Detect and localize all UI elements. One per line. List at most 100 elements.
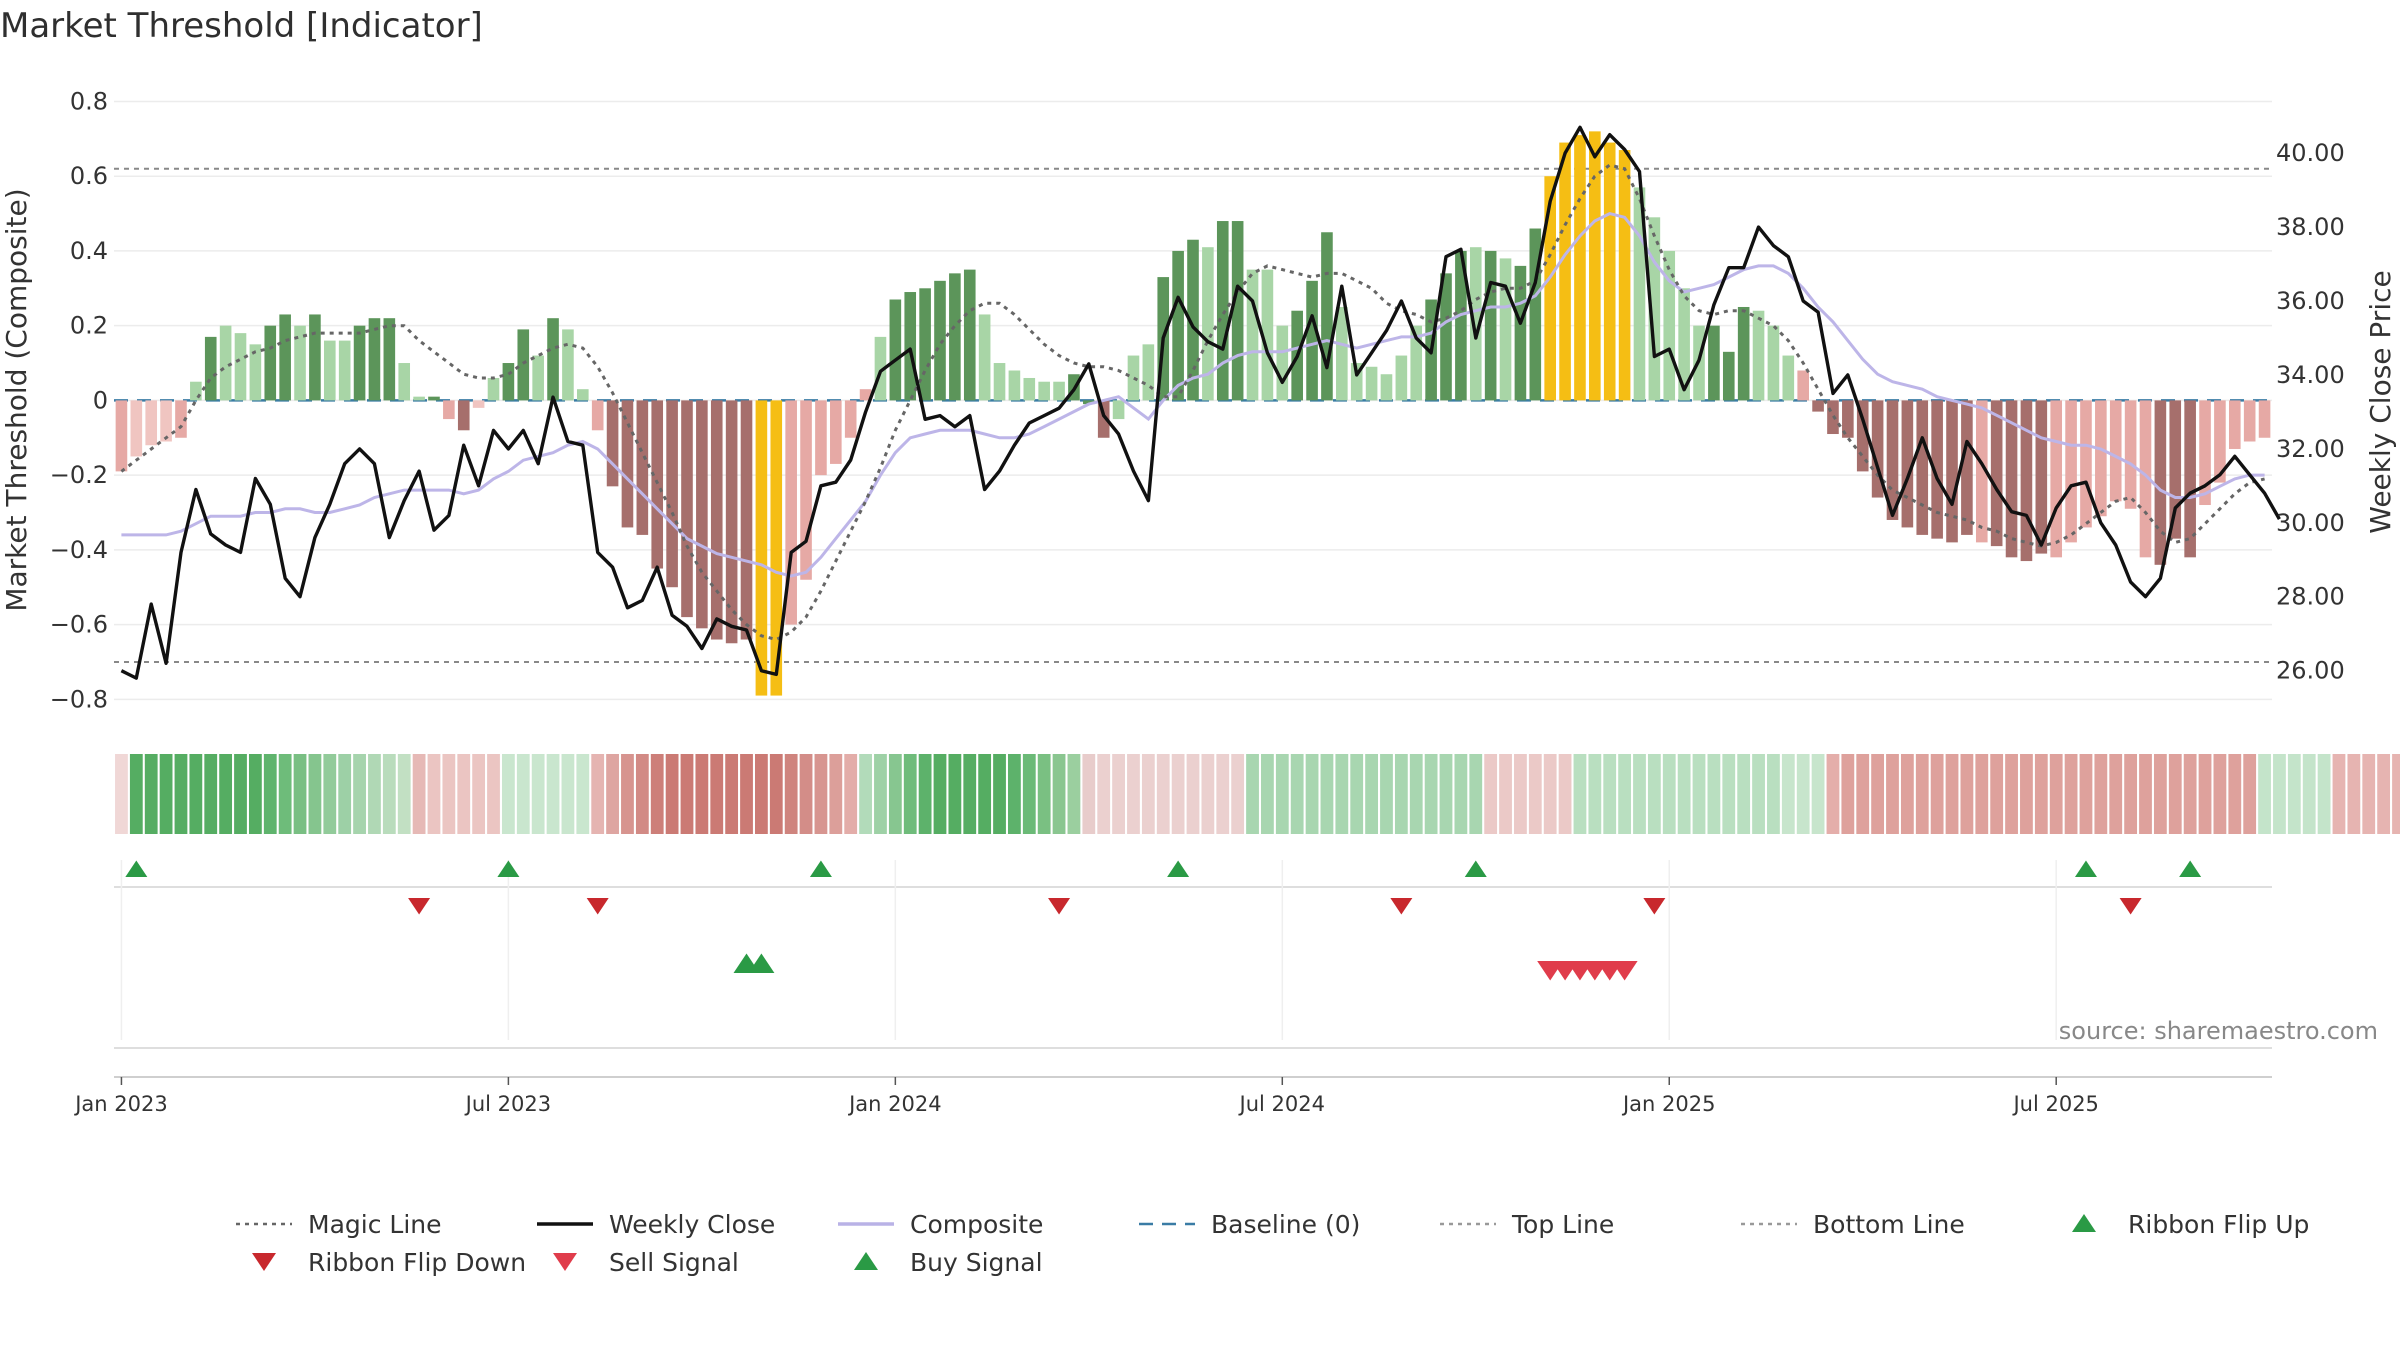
- ribbon-cell: [1171, 754, 1185, 834]
- ribbon-cell: [1975, 754, 1989, 834]
- legend-item-buy: Buy Signal: [854, 1248, 1043, 1277]
- ribbon-flip-down-marker: [2119, 898, 2142, 915]
- composite-bar: [1544, 176, 1556, 401]
- ribbon-cell: [219, 754, 233, 834]
- ribbon-cell: [263, 754, 277, 834]
- ribbon-cell: [993, 754, 1006, 834]
- ribbon-cell: [472, 754, 486, 834]
- composite-bar: [1975, 400, 1988, 543]
- ribbon-cell: [1573, 754, 1587, 834]
- composite-bar: [145, 400, 158, 446]
- ribbon-cell: [755, 754, 768, 834]
- right-axis-ticks: 40.00 38.00 36.00 34.00 32.00 30.00 28.00 26.00: [2276, 139, 2345, 685]
- composite-bar: [1440, 273, 1452, 401]
- composite-bar: [1529, 228, 1542, 401]
- ribbon-cell: [1915, 754, 1929, 834]
- composite-bar: [2095, 400, 2107, 517]
- ribbon-cell: [2243, 754, 2257, 834]
- ribbon-cell: [1290, 754, 1304, 834]
- legend-item-composite: Composite: [838, 1210, 1043, 1239]
- ribbon-cell: [308, 754, 322, 834]
- composite-bar: [1097, 400, 1110, 438]
- composite-bar: [1187, 239, 1199, 401]
- ribbon-cell: [1558, 754, 1572, 834]
- ribbon-cell: [412, 754, 426, 834]
- series-lines: [120, 125, 2281, 680]
- ribbon-cell: [1514, 754, 1527, 834]
- composite-bar: [696, 400, 708, 629]
- ribbon-cell: [2377, 754, 2391, 834]
- ribbon-cell: [293, 754, 307, 834]
- ribbon-cell: [2168, 754, 2182, 834]
- ribbon-flip-up-marker: [809, 860, 832, 877]
- ribbon-cell: [2362, 754, 2376, 834]
- composite-bar: [1663, 250, 1676, 401]
- ribbon-flip-down-marker: [408, 898, 431, 915]
- ribbon-cell: [2287, 754, 2301, 834]
- ribbon-cell: [2153, 754, 2167, 834]
- ribbon-cell: [1022, 754, 1036, 834]
- ribbon-cell: [561, 754, 575, 834]
- legend-marker-buy: [854, 1252, 878, 1270]
- composite-bar: [1083, 400, 1095, 405]
- composite-bar: [919, 288, 931, 401]
- ribbon-cell: [1037, 754, 1051, 834]
- ribbon-cell: [323, 754, 337, 834]
- ribbon-cell: [948, 754, 962, 834]
- legend-label-buy: Buy Signal: [910, 1248, 1043, 1277]
- ribbon-cell: [903, 754, 917, 834]
- composite-bar: [175, 400, 187, 438]
- ribbon-cell: [1246, 754, 1259, 834]
- composite-bar: [1990, 400, 2003, 547]
- composite-bar: [1023, 377, 1036, 401]
- composite-bar: [2080, 400, 2092, 528]
- composite-bar: [1797, 370, 1809, 401]
- ribbon-cell: [1856, 754, 1870, 834]
- ribbon-cell: [1275, 754, 1289, 834]
- x-tick-label: Jan 2025: [1621, 1092, 1716, 1116]
- ribbon-cell: [1603, 754, 1617, 834]
- ribbon-cell: [1320, 754, 1334, 834]
- ribbon-cell: [1469, 754, 1483, 834]
- legend-label-flipdown: Ribbon Flip Down: [308, 1248, 526, 1277]
- ribbon-cell: [353, 754, 366, 834]
- composite-bar: [1202, 247, 1214, 401]
- right-tick-label: 32.00: [2276, 435, 2345, 463]
- composite-bar: [1395, 355, 1408, 401]
- left-tick-label: −0.6: [50, 611, 108, 639]
- ribbon-cell: [189, 754, 203, 834]
- composite-bar: [2065, 400, 2077, 543]
- composite-bar: [562, 329, 574, 401]
- ribbon-cell: [1350, 754, 1364, 834]
- ribbon-cell: [1112, 754, 1125, 834]
- composite-bar: [1812, 400, 1824, 412]
- composite-bar: [1321, 232, 1333, 401]
- ribbon-cell: [2332, 754, 2346, 834]
- ribbon-cell: [2392, 754, 2400, 834]
- ribbon-cell: [1499, 754, 1512, 834]
- right-tick-label: 36.00: [2276, 287, 2345, 315]
- right-tick-label: 28.00: [2276, 583, 2345, 611]
- composite-bar: [160, 400, 172, 442]
- legend-item-flipup: Ribbon Flip Up: [2072, 1210, 2309, 1239]
- composite-bar: [830, 400, 842, 464]
- ribbon-cell: [2198, 754, 2212, 834]
- composite-bar: [1380, 374, 1393, 401]
- composite-bar: [338, 340, 351, 401]
- ribbon-cell: [1752, 754, 1765, 834]
- composite-bar: [1410, 325, 1423, 401]
- ribbon-flip-up-marker: [2179, 860, 2202, 877]
- composite-bar: [1365, 366, 1378, 401]
- ribbon-cell: [457, 754, 471, 834]
- ribbon-cell: [1261, 754, 1274, 834]
- ribbon-cell: [248, 754, 262, 834]
- ribbon-cell: [487, 754, 500, 834]
- ribbon-cell: [1067, 754, 1081, 834]
- ribbon-cell: [234, 754, 247, 834]
- ribbon-cell: [1677, 754, 1691, 834]
- composite-bar: [1216, 221, 1229, 401]
- ribbon-cell: [650, 754, 664, 834]
- ribbon-cell: [1335, 754, 1349, 834]
- left-tick-label: 0.4: [70, 237, 108, 265]
- ribbon-cell: [2109, 754, 2123, 834]
